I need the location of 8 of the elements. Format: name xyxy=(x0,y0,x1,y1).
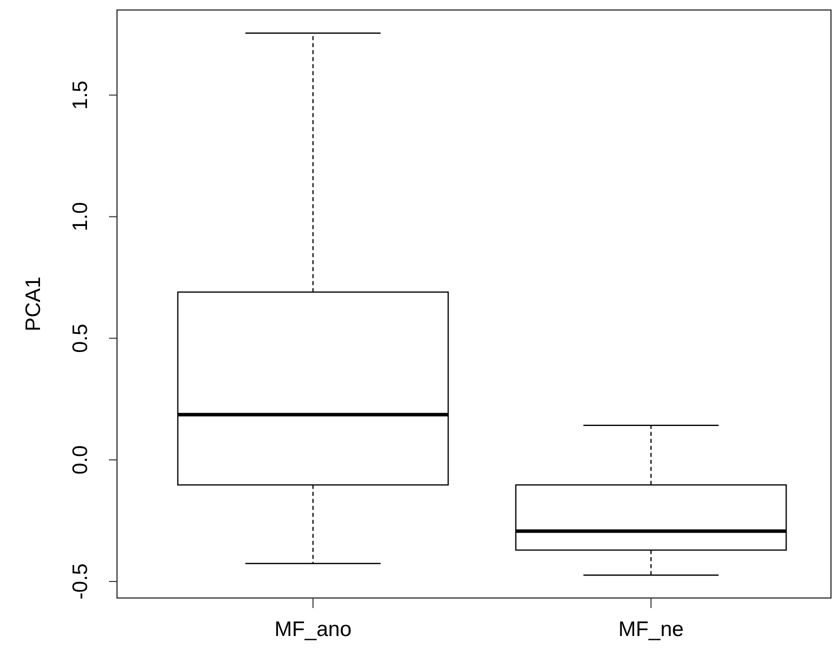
x-tick-label: MF_ne xyxy=(618,618,684,641)
y-tick-label: 1.0 xyxy=(69,202,92,232)
x-tick-label: MF_ano xyxy=(274,618,352,641)
y-tick-label: 0.0 xyxy=(69,445,92,474)
y-axis-title: PCA1 xyxy=(22,276,45,332)
y-tick-label: -0.5 xyxy=(69,563,92,600)
y-tick-label: 1.5 xyxy=(69,80,92,110)
y-tick-label: 0.5 xyxy=(69,324,92,353)
